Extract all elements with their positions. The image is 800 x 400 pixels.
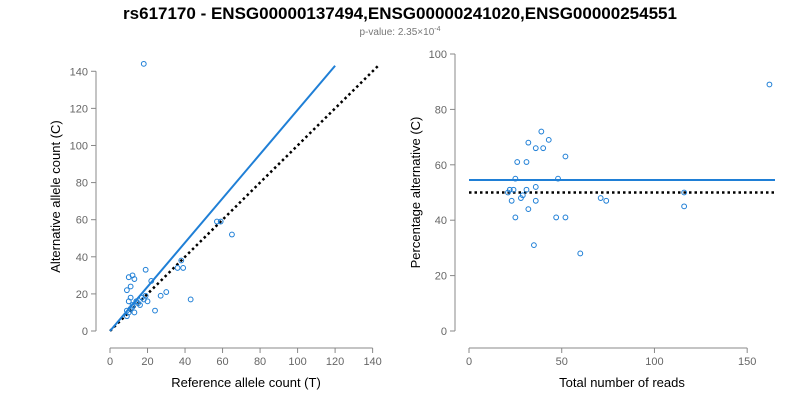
data-point — [148, 278, 155, 284]
data-point — [214, 218, 220, 225]
data-point — [525, 139, 532, 146]
data-point — [525, 206, 532, 213]
data-point — [555, 175, 561, 182]
y-tick-label: 20 — [435, 271, 447, 283]
data-point — [531, 242, 537, 249]
data-point — [538, 128, 545, 135]
data-point — [123, 313, 130, 320]
data-point — [518, 195, 524, 201]
y-tick-label: 120 — [70, 103, 88, 115]
chart-subtitle: p-value: 2.35×10-4 — [359, 26, 440, 38]
x-tick-label: 60 — [216, 356, 228, 368]
right-panel-percentage-alternative: 0 50 100 150 0 20 40 60 80 100 Total number of rea… — [408, 49, 775, 390]
y-tick-label: 0 — [441, 326, 447, 338]
chart-title: rs617170 - ENSG00000137494,ENSG000002410… — [123, 4, 677, 23]
x-axis-title: Reference allele count (T) — [171, 375, 321, 390]
data-point — [217, 218, 224, 225]
data-point — [532, 184, 539, 190]
x-tick-label: 20 — [141, 356, 153, 368]
data-point — [562, 214, 569, 221]
data-point — [553, 214, 560, 221]
y-tick-label: 60 — [435, 160, 447, 172]
data-point — [131, 276, 138, 282]
data-point — [127, 294, 134, 301]
data-point — [123, 307, 130, 314]
y-axis-title: Alternative allele count (C) — [48, 120, 63, 272]
left-panel-allele-counts: 0 20 40 60 80 100 120 140 0 20 40 60 80 100 120 140 Refe… — [48, 60, 382, 390]
data-point — [137, 302, 143, 308]
data-point — [512, 175, 519, 182]
data-point — [187, 296, 194, 303]
data-point — [597, 195, 604, 201]
data-point — [603, 197, 610, 204]
data-point — [508, 197, 515, 204]
data-point — [523, 159, 530, 165]
y-tick-label: 80 — [435, 104, 447, 116]
x-tick-label: 140 — [363, 356, 381, 368]
x-axis-title: Total number of reads — [559, 375, 685, 390]
data-point — [681, 189, 688, 196]
y-tick-label: 140 — [70, 66, 88, 78]
data-point — [178, 257, 185, 264]
data-point — [766, 81, 773, 88]
y-tick-label: 40 — [435, 215, 447, 227]
data-point — [142, 266, 149, 273]
data-point — [163, 289, 170, 295]
data-point — [512, 214, 519, 221]
y-tick-label: 80 — [76, 178, 88, 190]
x-tick-label: 100 — [288, 356, 306, 368]
data-point — [505, 189, 511, 196]
data-point — [180, 265, 187, 271]
data-point — [510, 186, 517, 193]
data-point — [174, 265, 181, 271]
x-tick-label: 120 — [326, 356, 344, 368]
x-tick-label: 80 — [254, 356, 266, 368]
data-point — [144, 298, 151, 305]
y-tick-label: 40 — [76, 252, 88, 264]
x-tick-label: 50 — [556, 356, 568, 368]
data-point — [142, 292, 149, 299]
y-tick-label: 100 — [70, 140, 88, 152]
data-point — [681, 203, 688, 210]
x-tick-label: 40 — [179, 356, 191, 368]
data-point — [229, 231, 235, 238]
data-point — [127, 283, 134, 290]
y-tick-label: 20 — [76, 289, 88, 301]
data-point — [157, 292, 164, 299]
data-point — [131, 309, 138, 316]
data-point — [523, 186, 530, 193]
x-tick-label: 0 — [107, 356, 113, 368]
subtitle-prefix: p-value: 2.35×10 — [359, 27, 434, 38]
x-tick-label: 0 — [466, 356, 472, 368]
y-axis-title: Percentage alternative (C) — [408, 117, 423, 269]
y-tick-label: 60 — [76, 215, 88, 227]
data-point — [540, 145, 547, 152]
data-point — [532, 145, 539, 152]
fitted-line — [109, 65, 336, 332]
x-tick-label: 100 — [645, 356, 663, 368]
y-tick-label: 100 — [429, 49, 447, 61]
data-point — [577, 250, 584, 257]
data-point — [562, 153, 569, 160]
data-point — [123, 287, 130, 294]
data-point — [514, 159, 521, 165]
data-point — [532, 197, 539, 204]
data-point — [545, 136, 552, 143]
reference-line — [109, 64, 380, 332]
x-tick-label: 150 — [738, 356, 756, 368]
subtitle-exponent: -4 — [434, 26, 440, 33]
data-point — [129, 303, 136, 310]
y-tick-label: 0 — [82, 326, 88, 338]
data-point — [140, 60, 147, 67]
data-point — [152, 307, 158, 314]
